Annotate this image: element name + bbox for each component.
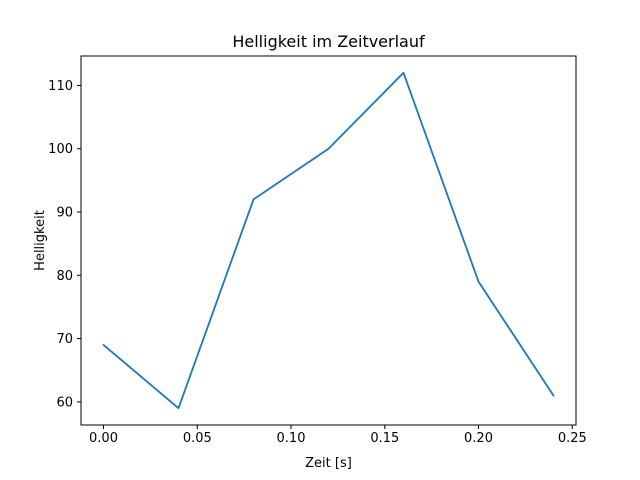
y-axis-label: Helligkeit <box>33 210 48 271</box>
y-tick-label: 70 <box>56 332 73 347</box>
plot-dynamic: 0.00 0.05 0.10 0.15 0.20 0.25 60 70 80 90 100 110 <box>48 71 587 446</box>
x-tick-label: 0.20 <box>464 431 493 446</box>
y-tick-label: 110 <box>48 79 73 94</box>
y-tick-label: 60 <box>56 395 73 410</box>
y-tick-label: 80 <box>56 269 73 284</box>
x-tick-label: 0.10 <box>277 431 306 446</box>
y-tick-label: 100 <box>48 142 73 157</box>
data-line <box>102 71 555 410</box>
y-tick-label: 90 <box>56 206 73 221</box>
x-tick-label: 0.05 <box>183 431 212 446</box>
plot-frame <box>80 55 577 426</box>
chart-title: Helligkeit im Zeitverlauf <box>232 32 425 51</box>
x-tick-label: 0.00 <box>89 431 118 446</box>
x-axis-label: Zeit [s] <box>305 456 352 471</box>
x-tick-label: 0.15 <box>370 431 399 446</box>
x-tick-label: 0.25 <box>558 431 587 446</box>
